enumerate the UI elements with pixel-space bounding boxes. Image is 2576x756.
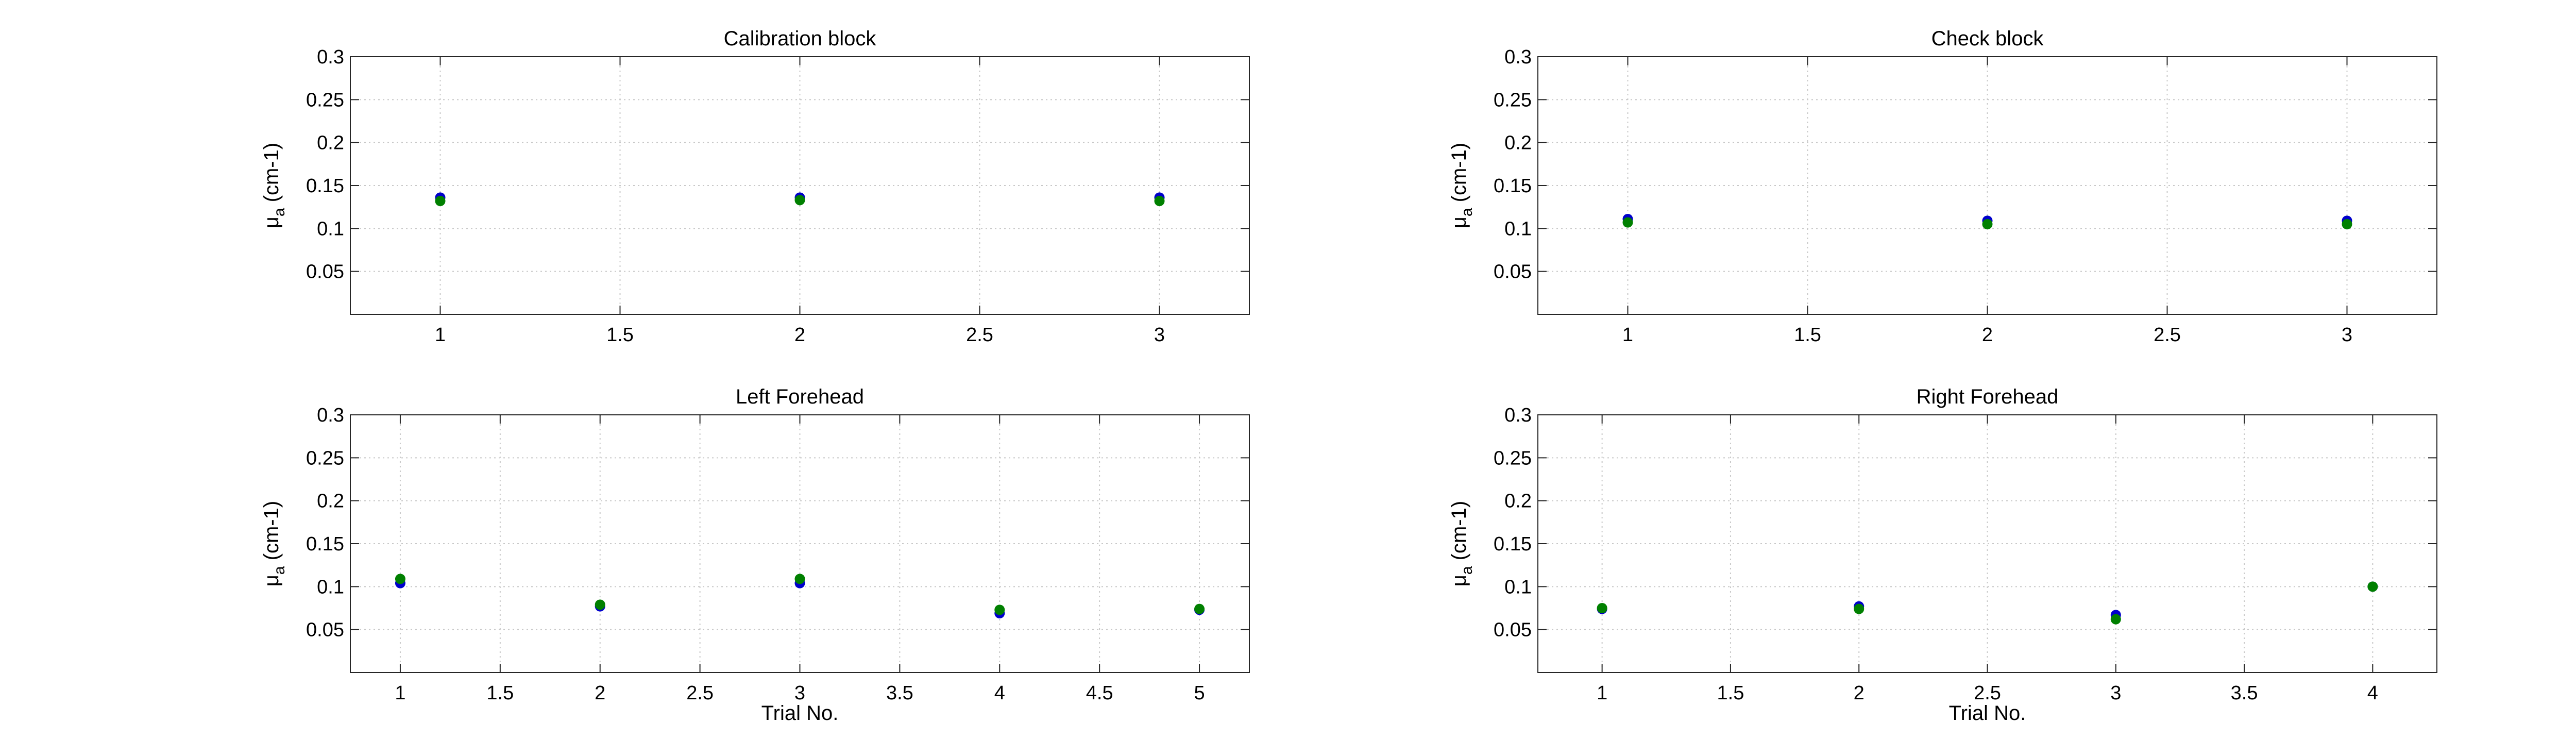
calibration-block-series-green-point	[794, 195, 805, 206]
calibration-block-y-axis-label-subscript: a	[271, 208, 288, 216]
check-block-series-green-point	[1622, 217, 1633, 228]
right-forehead-y-tick-label: 0.05	[1494, 619, 1532, 641]
left-forehead-y-axis-label: μa (cm-1)	[260, 501, 288, 586]
left-forehead-series-green-point	[794, 574, 805, 584]
calibration-block-title: Calibration block	[724, 27, 877, 50]
calibration-block-x-tick-label: 1.5	[606, 324, 634, 346]
right-forehead-series-green-point	[2367, 581, 2378, 592]
left-forehead-x-tick-label: 2	[595, 682, 605, 704]
check-block-y-tick-label: 0.25	[1494, 89, 1532, 111]
check-block-x-tick-label: 3	[2342, 324, 2352, 346]
right-forehead-series-green-point	[1854, 603, 1865, 614]
calibration-block-series-green-point	[1154, 196, 1165, 206]
check-block-y-tick-label: 0.15	[1494, 175, 1532, 197]
check-block-y-tick-label: 0.3	[1504, 46, 1532, 68]
left-forehead-x-tick-label: 4.5	[1086, 682, 1113, 704]
left-forehead-x-tick-label: 4	[994, 682, 1005, 704]
left-forehead-title: Left Forehead	[736, 385, 864, 408]
left-forehead-x-axis-label: Trial No.	[761, 702, 839, 725]
right-forehead-y-tick-label: 0.3	[1504, 405, 1532, 426]
right-forehead-x-tick-label: 2	[1854, 682, 1865, 704]
left-forehead-series-green-point	[395, 574, 405, 584]
calibration-block-y-tick-label: 0.3	[317, 46, 344, 68]
left-forehead-x-tick-label: 5	[1194, 682, 1205, 704]
right-forehead-y-axis-label-symbol: μ	[1448, 575, 1470, 586]
right-forehead-series-green-point	[2110, 614, 2121, 625]
right-forehead-y-tick-label: 0.25	[1494, 447, 1532, 469]
right-forehead-y-tick-label: 0.2	[1504, 491, 1532, 512]
left-forehead-series-green-point	[994, 604, 1005, 615]
calibration-block-y-tick-label: 0.15	[306, 175, 344, 197]
right-forehead-x-tick-label: 1.5	[1717, 682, 1744, 704]
check-block-x-tick-label: 2.5	[2154, 324, 2181, 346]
check-block-y-tick-label: 0.1	[1504, 218, 1532, 240]
right-forehead-y-tick-label: 0.1	[1504, 576, 1532, 598]
left-forehead-y-tick-label: 0.2	[317, 491, 344, 512]
subplot-calibration-block: 1 1.5 2 2.5 3 0.05 0.1 0.15 0.2 0.25 0.3 Calibratio…	[260, 27, 1250, 346]
right-forehead-y-axis-label-unit: (cm-1)	[1448, 501, 1470, 566]
left-forehead-y-axis-label-subscript: a	[271, 566, 288, 575]
right-forehead-x-tick-label: 4	[2367, 682, 2378, 704]
calibration-block-y-tick-label: 0.2	[317, 132, 344, 154]
right-forehead-x-tick-label: 3.5	[2231, 682, 2258, 704]
left-forehead-y-tick-label: 0.25	[306, 447, 344, 469]
check-block-series-green-point	[1982, 219, 1993, 229]
check-block-x-tick-label: 2	[1982, 324, 1993, 346]
check-block-y-tick-label: 0.05	[1494, 261, 1532, 283]
left-forehead-y-tick-label: 0.3	[317, 405, 344, 426]
check-block-y-axis-label-subscript: a	[1459, 208, 1476, 216]
calibration-block-y-tick-label: 0.25	[306, 89, 344, 111]
left-forehead-x-tick-label: 3	[794, 682, 805, 704]
subplots-layer: 1 1.5 2 2.5 30.050.10.150.20.250.3Calibratio…	[260, 27, 2437, 725]
calibration-block-x-tick-label: 2.5	[966, 324, 993, 346]
calibration-block-x-tick-label: 3	[1154, 324, 1165, 346]
right-forehead-title: Right Forehead	[1917, 385, 2059, 408]
calibration-block-y-axis-label: μa (cm-1)	[260, 143, 288, 228]
left-forehead-x-tick-label: 2.5	[686, 682, 714, 704]
subplot-left-forehead: 1 1.5 2 2.5 3 3.5 4 4.5 5 0.05 0.1 0.15 0.2 0.25 0.3 Le…	[260, 385, 1250, 725]
check-block-title: Check block	[1931, 27, 2044, 50]
calibration-block-x-tick-label: 2	[794, 324, 805, 346]
check-block-y-tick-label: 0.2	[1504, 132, 1532, 154]
left-forehead-y-tick-label: 0.15	[306, 533, 344, 555]
right-forehead-x-tick-label: 1	[1597, 682, 1607, 704]
left-forehead-series-green-point	[595, 599, 605, 610]
calibration-block-y-axis-label-symbol: μ	[260, 216, 283, 228]
right-forehead-y-tick-label: 0.15	[1494, 533, 1532, 555]
subplot-check-block: 1 1.5 2 2.5 3 0.05 0.1 0.15 0.2 0.25 0.3 Check bloc…	[1448, 27, 2437, 346]
check-block-x-tick-label: 1.5	[1794, 324, 1821, 346]
left-forehead-x-tick-label: 3.5	[886, 682, 913, 704]
check-block-y-axis-label-symbol: μ	[1448, 216, 1470, 228]
left-forehead-y-tick-label: 0.05	[306, 619, 344, 641]
left-forehead-x-tick-label: 1.5	[486, 682, 514, 704]
right-forehead-y-axis-label-subscript: a	[1459, 566, 1476, 575]
check-block-series-green-point	[2342, 219, 2352, 229]
calibration-block-y-axis-label-unit: (cm-1)	[260, 143, 283, 208]
left-forehead-y-axis-label-symbol: μ	[260, 575, 283, 586]
calibration-block-series-green-point	[435, 196, 446, 206]
right-forehead-x-tick-label: 2.5	[1974, 682, 2001, 704]
right-forehead-x-tick-label: 3	[2110, 682, 2121, 704]
calibration-block-y-tick-label: 0.1	[317, 218, 344, 240]
right-forehead-y-axis-label: μa (cm-1)	[1448, 501, 1476, 586]
check-block-y-axis-label-unit: (cm-1)	[1448, 143, 1470, 208]
left-forehead-series-green-point	[1194, 603, 1205, 614]
right-forehead-x-axis-label: Trial No.	[1949, 702, 2026, 725]
calibration-block-x-tick-label: 1	[435, 324, 446, 346]
left-forehead-y-axis-label-unit: (cm-1)	[260, 501, 283, 566]
left-forehead-y-tick-label: 0.1	[317, 576, 344, 598]
right-forehead-series-green-point	[1597, 603, 1607, 613]
subplot-right-forehead: 1 1.5 2 2.5 3 3.5 4 0.05 0.1 0.15 0.2 0.25 0.3 Right …	[1448, 385, 2437, 725]
check-block-x-tick-label: 1	[1622, 324, 1633, 346]
check-block-y-axis-label: μa (cm-1)	[1448, 143, 1476, 228]
left-forehead-x-tick-label: 1	[395, 682, 405, 704]
calibration-block-y-tick-label: 0.05	[306, 261, 344, 283]
